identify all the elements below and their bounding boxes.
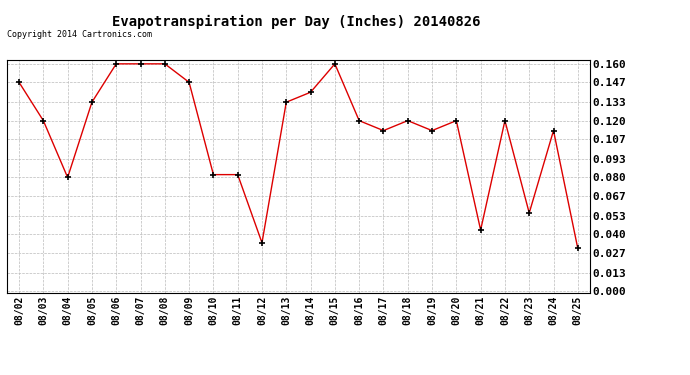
Text: Copyright 2014 Cartronics.com: Copyright 2014 Cartronics.com	[7, 30, 152, 39]
Text: ET  (Inches): ET (Inches)	[523, 24, 598, 34]
Text: Evapotranspiration per Day (Inches) 20140826: Evapotranspiration per Day (Inches) 2014…	[112, 15, 481, 29]
